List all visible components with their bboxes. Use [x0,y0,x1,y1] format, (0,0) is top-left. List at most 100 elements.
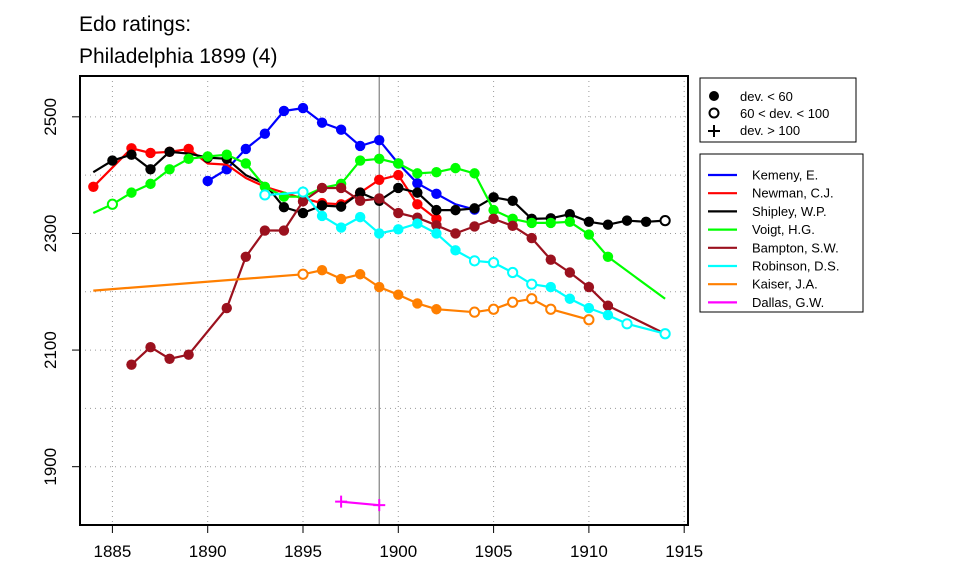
x-tick-label: 1910 [570,542,608,561]
data-point [145,164,156,175]
data-point [412,187,423,198]
data-point [221,302,232,314]
data-point [469,168,480,179]
data-point [450,204,461,216]
data-point [431,304,442,315]
data-point [183,153,194,165]
data-point [564,216,576,227]
data-point [335,124,347,135]
data-point [488,204,499,216]
data-point [393,182,404,194]
data-point [202,151,213,162]
data-point [393,169,404,181]
data-point [88,181,99,192]
plus-marker-icon [708,125,720,137]
data-point [545,281,556,293]
data-point [412,168,423,179]
data-point [354,140,366,152]
data-point [393,158,404,169]
data-point-open [526,293,538,305]
data-point [126,359,137,370]
data-point [545,217,556,229]
series-legend: Kemeny, E. Newman, C.J. Shipley, W.P. Voigt… [699,153,864,313]
data-point [583,216,595,227]
data-point-open [659,215,671,227]
data-point [583,281,595,293]
series-dallas-g-w [335,495,386,512]
open-circle-marker-icon [708,107,720,119]
data-point [374,134,385,146]
data-point-plus [335,495,348,508]
data-point [316,264,328,276]
data-point [450,162,461,174]
data-point [526,217,537,229]
legend-label: Robinson, D.S. [752,259,839,274]
data-point-open [659,328,671,340]
data-point-open [468,255,481,267]
data-point [374,281,385,293]
data-point [393,207,404,219]
data-point [526,232,537,244]
data-point [297,207,309,219]
data-point [126,149,137,160]
data-point [354,211,366,223]
grid [80,76,688,525]
marker-legend-box [699,77,857,143]
data-point [278,202,290,213]
series-line [340,500,380,507]
x-tick-label: 1900 [379,542,417,561]
legend-label: Shipley, W.P. [752,204,827,219]
data-point-open [106,198,119,210]
x-tick-label: 1915 [665,542,703,561]
data-point [431,220,442,231]
data-point [164,164,175,175]
y-tick-label: 1900 [41,448,60,486]
data-point-open [526,278,538,290]
data-point [240,158,252,169]
data-point [297,196,309,207]
chart-title-line-1: Edo ratings: [79,13,192,36]
marker-legend-label: dev. < 60 [740,89,793,104]
data-point [564,267,576,278]
data-point [374,174,385,185]
data-point [602,309,614,321]
data-point-open [507,296,519,308]
data-point [335,182,347,194]
data-point [602,300,614,311]
data-point [583,229,595,240]
data-point [564,293,576,304]
data-point [278,225,290,236]
data-point [259,225,271,236]
filled-circle-marker-icon [709,91,719,101]
data-point [469,203,480,214]
data-point-open [259,189,271,201]
data-point [602,251,614,262]
series-group [88,102,671,512]
data-point [431,188,442,199]
data-point [431,204,442,216]
data-point [145,178,156,190]
data-point [374,193,385,204]
data-point [164,146,175,158]
data-point [583,302,595,314]
data-point [316,210,328,222]
data-point [354,187,366,198]
data-point [469,221,480,232]
data-point [602,219,614,230]
data-point [259,128,271,139]
data-point [316,182,328,194]
data-point [126,187,137,198]
data-point [240,251,252,262]
data-point [202,175,213,187]
data-point-open [621,318,633,330]
data-point [545,254,556,265]
data-point-open [487,256,500,269]
data-point [335,222,347,233]
data-point [450,245,461,256]
series-bampton-s-w [126,182,666,370]
data-point [374,153,385,165]
marker-legend: dev. < 60 60 < dev. < 100 dev. > 100 [699,77,857,143]
legend-label: Newman, C.J. [752,186,834,201]
data-point [412,298,423,309]
